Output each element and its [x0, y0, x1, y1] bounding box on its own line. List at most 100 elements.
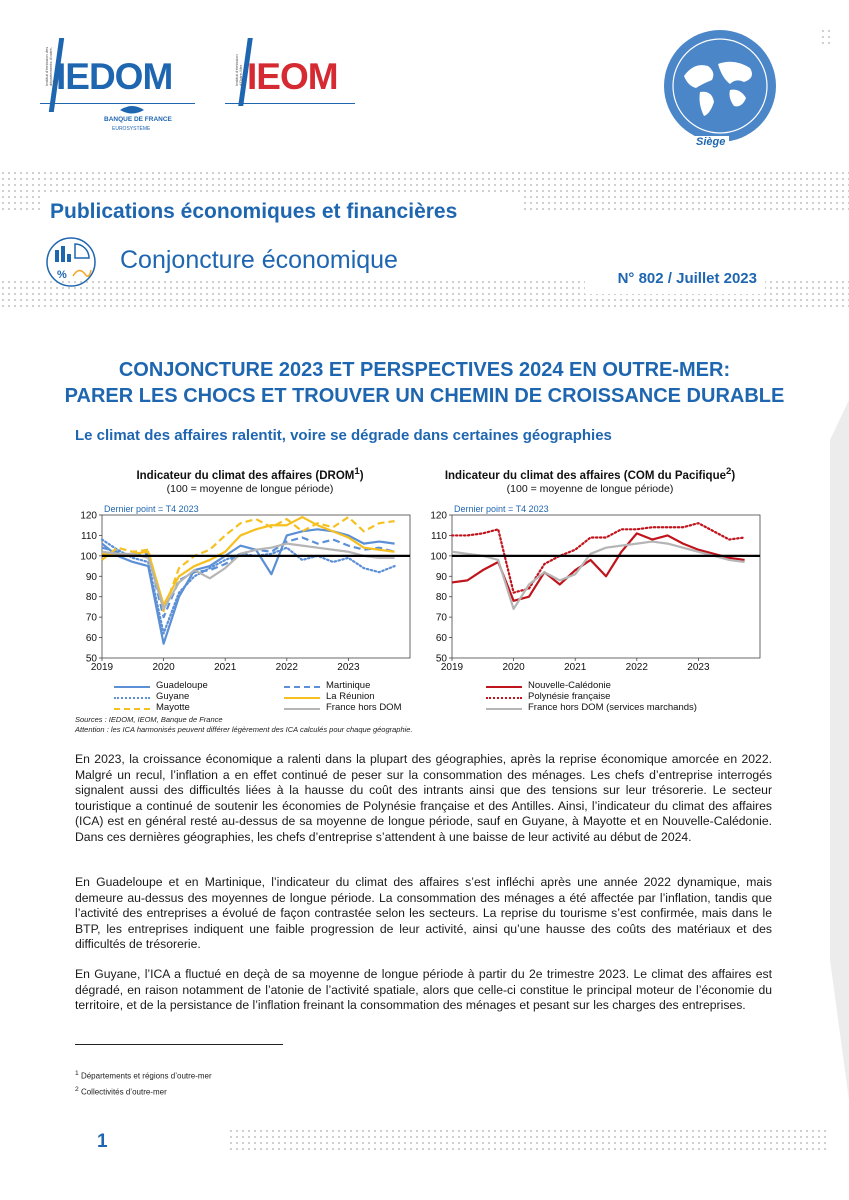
x-tick-label: 2021 [564, 662, 587, 673]
legend-label: France hors DOM [326, 702, 402, 713]
y-tick-label: 110 [431, 531, 447, 542]
iedom-logo-banque-de-france: BANQUE DE FRANCE [104, 116, 172, 123]
x-tick-label: 2023 [337, 662, 360, 673]
section-subheading: Le climat des affaires ralentit, voire s… [75, 427, 612, 444]
y-tick-label: 100 [80, 551, 97, 562]
legend-label: La Réunion [326, 691, 375, 702]
legend-swatch-nouvelle-caledonie [486, 686, 522, 688]
legend-label: Mayotte [156, 702, 190, 713]
legend-item: Nouvelle-Calédonie [486, 680, 611, 691]
iedom-logo-tagline: Institut d'émission des départements d'o… [44, 46, 58, 86]
body-paragraph-3: En Guyane, l’ICA a fluctué en deçà de sa… [75, 967, 772, 1012]
corner-dot-band [820, 28, 834, 46]
series-line-guadeloupe [101, 528, 395, 645]
x-tick-label: 2022 [276, 662, 299, 673]
legend-item: Martinique [284, 680, 371, 691]
last-point-annotation: Dernier point = T4 2023 [104, 504, 199, 514]
legend-swatch-la-reunion [284, 697, 320, 699]
legend-swatch-france-hors-dom [284, 708, 320, 710]
issue-number: N° 802 / Juillet 2023 [617, 270, 757, 287]
ieom-logo: IEOM Institut d'émission d'Outre-Mer [225, 38, 360, 128]
legend-item: France hors DOM (services marchands) [486, 702, 697, 713]
iedom-logo-name: IEDOM [56, 56, 173, 97]
y-tick-label: 80 [86, 592, 98, 603]
y-tick-label: 50 [86, 654, 98, 665]
y-tick-label: 90 [86, 572, 98, 583]
ieom-logo-name: IEOM [247, 56, 339, 97]
globe-icon [664, 30, 776, 142]
legend-label: Martinique [326, 680, 371, 691]
y-tick-label: 80 [436, 592, 448, 603]
y-tick-label: 90 [436, 572, 448, 583]
plot-frame [101, 514, 411, 659]
chart-1-title-footnote-ref: 1 [354, 466, 360, 477]
y-tick-label: 60 [436, 633, 448, 644]
ieom-logo-underline [225, 103, 355, 104]
siege-logo: Siège [660, 26, 780, 166]
legend-item: Mayotte [114, 702, 190, 713]
banque-de-france-emblem [120, 106, 144, 114]
y-tick-label: 50 [436, 654, 448, 665]
footnote-1: 1 Départements et régions d’outre-mer [75, 1070, 212, 1081]
issue-backdrop [585, 264, 765, 294]
publication-title: Publications économiques et financières [50, 200, 458, 223]
chart-2-title-text: Indicateur du climat des affaires (COM d… [444, 469, 726, 482]
x-tick-label: 2020 [152, 662, 175, 673]
y-tick-label: 110 [81, 531, 97, 542]
chart-2-com-pacifique: 50 60 70 80 90 100 110 120 2019 2020 2021 2022 2023 D… [430, 504, 761, 673]
legend-item: La Réunion [284, 691, 375, 702]
legend-swatch-guyane [114, 697, 150, 699]
x-tick-label: 2023 [687, 662, 710, 673]
footnote-2-number: 2 [75, 1086, 79, 1093]
iedom-logo-eurosysteme: EUROSYSTÈME [112, 126, 151, 132]
chart-1-title: Indicateur du climat des affaires (DROM1… [85, 466, 415, 482]
iedom-logo-underline [40, 103, 195, 104]
chart-attention-note: Attention : les ICA harmonisés peuvent d… [75, 725, 413, 734]
footnote-separator [75, 1044, 283, 1045]
y-tick-label: 120 [430, 511, 447, 522]
chart-1-legend: Guadeloupe Guyane Mayotte Martinique La … [110, 680, 430, 716]
main-title-line-1: CONJONCTURE 2023 ET PERSPECTIVES 2024 EN… [118, 359, 731, 381]
x-tick-label: 2019 [441, 662, 464, 673]
page-number: 1 [97, 1131, 108, 1152]
chart-2-subtitle: (100 = moyenne de longue période) [506, 483, 674, 495]
x-tick-label: 2020 [502, 662, 525, 673]
legend-swatch-mayotte [114, 708, 150, 710]
chart-1-title-close: ) [359, 469, 364, 482]
chart-2-legend: Nouvelle-Calédonie Polynésie française F… [480, 680, 780, 716]
legend-label: Guyane [156, 691, 190, 702]
series-line-france-hors-dom [101, 542, 395, 611]
page-edge-shape [830, 400, 849, 1100]
legend-swatch-guadeloupe [114, 686, 150, 688]
ieom-logo-tagline: Institut d'émission d'Outre-Mer [234, 54, 244, 86]
legend-item: France hors DOM [284, 702, 402, 713]
chart-1-title-text: Indicateur du climat des affaires (DROM [136, 469, 355, 482]
footnote-2-text: Collectivités d’outre-mer [80, 1087, 167, 1097]
legend-label: France hors DOM (services marchands) [528, 702, 697, 713]
body-paragraph-1: En 2023, la croissance économique a rale… [75, 752, 772, 844]
legend-swatch-france-hors-dom-services [486, 708, 522, 710]
footnote-2: 2 Collectivités d’outre-mer [75, 1086, 167, 1097]
svg-text:%: % [57, 269, 67, 281]
y-tick-label: 70 [436, 613, 448, 624]
plot-frame [451, 514, 761, 659]
last-point-annotation: Dernier point = T4 2023 [454, 504, 549, 514]
legend-swatch-martinique [284, 686, 320, 688]
footnote-1-text: Départements et régions d’outre-mer [80, 1071, 212, 1081]
y-tick-label: 100 [430, 551, 447, 562]
economic-chart-icon: % [46, 237, 96, 287]
legend-swatch-polynesie-francaise [486, 697, 522, 699]
y-tick-label: 120 [80, 511, 97, 522]
series-line-france-hors-dom-services-marchands [451, 540, 745, 611]
legend-label: Polynésie française [528, 691, 611, 702]
x-tick-label: 2022 [626, 662, 649, 673]
chart-2-title-footnote-ref: 2 [726, 466, 732, 477]
iedom-logo: IEDOM Institut d'émission des départemen… [40, 38, 200, 148]
chart-2-title-close: ) [731, 469, 736, 482]
legend-label: Nouvelle-Calédonie [528, 680, 611, 691]
legend-item: Polynésie française [486, 691, 611, 702]
series-line-mayotte [101, 515, 395, 613]
footnote-1-number: 1 [75, 1070, 79, 1077]
series-line-la-reunion [101, 515, 395, 606]
legend-item: Guyane [114, 691, 190, 702]
